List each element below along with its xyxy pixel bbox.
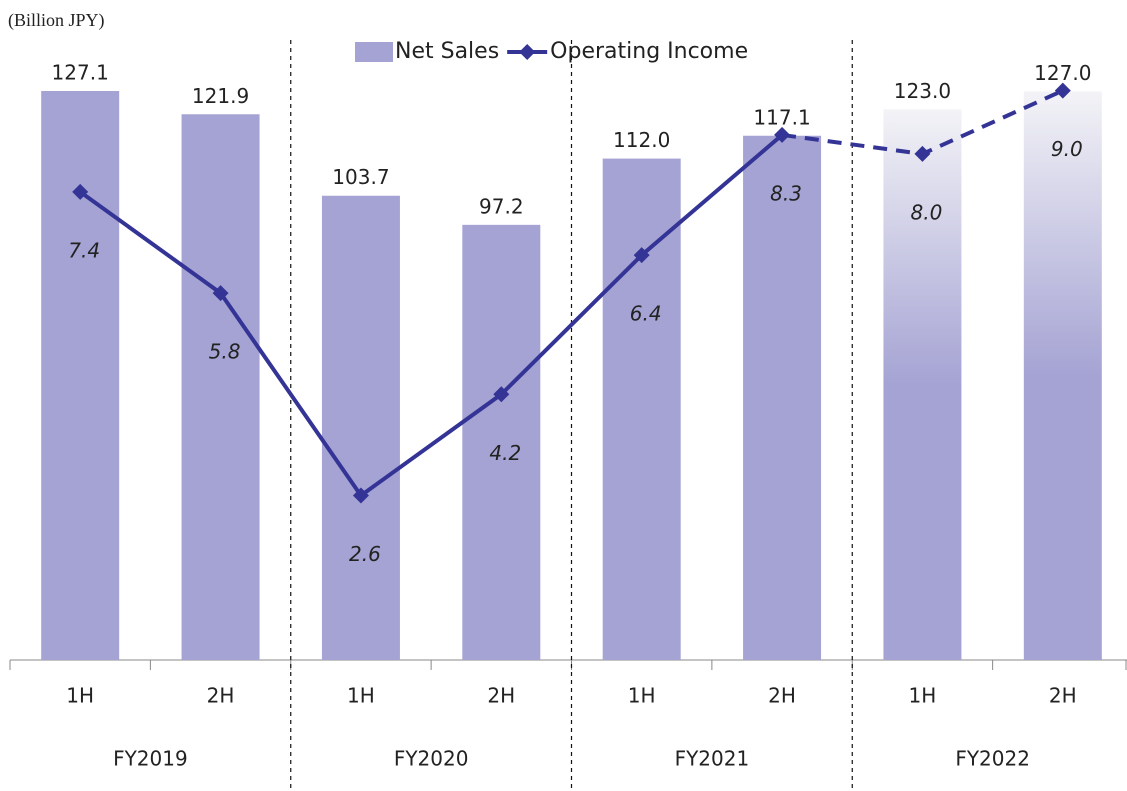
line-value-label: 4.2	[489, 441, 521, 465]
x-tick-label: 2H	[768, 684, 796, 708]
line-marker	[493, 386, 510, 403]
bar	[602, 158, 681, 661]
bar-value-label: 97.2	[479, 194, 524, 218]
x-tick-label: 1H	[66, 684, 94, 708]
x-tick-label: 1H	[628, 684, 656, 708]
line-value-label: 8.3	[770, 181, 802, 205]
bar-value-label: 103.7	[332, 165, 389, 189]
bar	[1023, 91, 1102, 660]
bar-value-label: 121.9	[192, 84, 249, 108]
group-label: FY2019	[113, 747, 188, 771]
x-tick-label: 1H	[909, 684, 937, 708]
line-marker	[352, 487, 369, 504]
bar	[41, 90, 120, 660]
line-value-label: 9.0	[1051, 137, 1083, 161]
line-marker	[774, 126, 791, 143]
group-label: FY2020	[394, 747, 469, 771]
group-label: FY2022	[955, 747, 1030, 771]
line-value-label: 2.6	[349, 542, 381, 566]
line-value-label: 5.8	[209, 340, 241, 364]
bar	[321, 195, 400, 660]
legend-swatch	[355, 42, 393, 62]
bar	[462, 224, 541, 660]
legend-label: Net Sales	[395, 39, 499, 64]
bar-value-label: 123.0	[894, 79, 951, 103]
x-tick-label: 2H	[487, 684, 515, 708]
line	[79, 133, 784, 499]
legend-marker	[519, 44, 536, 60]
line-marker	[212, 285, 229, 302]
line-marker	[633, 247, 650, 264]
line-value-label: 8.0	[911, 200, 943, 224]
x-tick-label: 2H	[207, 684, 235, 708]
bar-value-label: 117.1	[753, 105, 810, 129]
bar	[181, 114, 260, 661]
bar-value-label: 112.0	[613, 128, 670, 152]
line-value-label: 7.4	[68, 238, 100, 262]
legend-label: Operating Income	[550, 39, 748, 64]
bar-value-label: 127.0	[1034, 61, 1091, 85]
unit-label: (Billion JPY)	[8, 10, 105, 31]
bar	[883, 109, 962, 661]
group-label: FY2021	[675, 747, 750, 771]
line-marker	[914, 145, 931, 162]
bar-value-label: 127.1	[52, 60, 109, 84]
bar	[743, 135, 822, 660]
line-marker	[72, 183, 89, 200]
x-tick-label: 2H	[1049, 684, 1077, 708]
line-marker	[1054, 82, 1071, 99]
x-tick-label: 1H	[347, 684, 375, 708]
line-value-label: 6.4	[630, 302, 662, 326]
